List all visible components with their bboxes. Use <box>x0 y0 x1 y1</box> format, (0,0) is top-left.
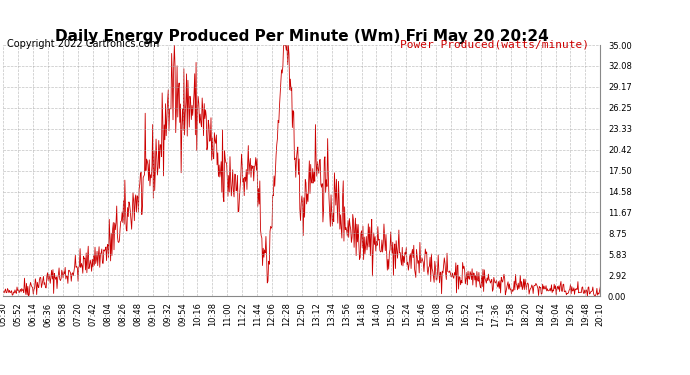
Text: Power Produced(watts/minute): Power Produced(watts/minute) <box>400 39 589 50</box>
Text: Copyright 2022 Cartronics.com: Copyright 2022 Cartronics.com <box>7 39 159 50</box>
Title: Daily Energy Produced Per Minute (Wm) Fri May 20 20:24: Daily Energy Produced Per Minute (Wm) Fr… <box>55 29 549 44</box>
